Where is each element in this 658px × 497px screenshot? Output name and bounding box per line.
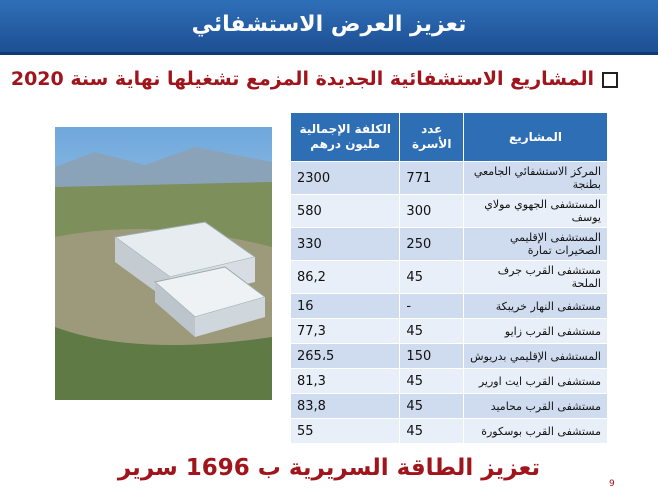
project-cell: مستشفى القرب بوسكورة <box>463 418 608 444</box>
number-cell: 300 <box>399 194 465 228</box>
projects-table: المشاريع عدد الأسرة الكلفة الإجمالية مليون د… <box>289 112 608 444</box>
table-row: مستشفى القرب محاميد 45 83,8 <box>289 393 608 419</box>
number-cell: 150 <box>399 343 465 369</box>
number-cell: 2300 <box>289 161 401 195</box>
header-text: مليون درهم <box>310 137 381 151</box>
number-cell: 16 <box>289 293 401 319</box>
subtitle-line: المشاريع الاستشفائية الجديدة المزمع تشغي… <box>11 68 618 90</box>
project-cell: مستشفى القرب محاميد <box>463 393 608 419</box>
number-cell: 45 <box>399 368 465 394</box>
project-cell: مستشفى القرب جرف الملحة <box>463 260 608 294</box>
table-row: مستشفى النهار خريبكة -16 <box>289 293 608 319</box>
checkbox-bullet <box>602 71 618 88</box>
number-cell: 77,3 <box>289 318 401 344</box>
column-header: المشاريع <box>463 112 608 162</box>
table-row: المستشفى الإقليمي بدريوش 150 265،5 <box>289 343 608 369</box>
number-cell: 45 <box>399 260 465 294</box>
number-cell: 771 <box>399 161 465 195</box>
header-text: عدد <box>421 122 443 136</box>
number-cell: 250 <box>399 227 465 261</box>
project-cell: المستشفى الإقليمي بدريوش <box>463 343 608 369</box>
column-header: عدد الأسرة <box>399 112 465 162</box>
header-bar: تعزيز العرض الاستشفائي <box>0 0 658 55</box>
header-text: الكلفة الإجمالية <box>299 122 391 136</box>
number-cell: - <box>399 293 465 319</box>
footer: تعزيز الطاقة السريرية ب 1696 سرير <box>117 455 541 481</box>
number-cell: 81,3 <box>289 368 401 394</box>
header-text: المشاريع <box>509 129 563 144</box>
project-cell: المستشفى الجهوي مولاي يوسف <box>463 194 608 228</box>
table-row: المستشفى الإقليمي الصخيرات تمارة 250 330 <box>289 227 608 261</box>
number-cell: 580 <box>289 194 401 228</box>
table-row: مستشفى القرب زايو 45 77,3 <box>289 318 608 344</box>
number-cell: 265،5 <box>289 343 401 369</box>
table-row: مستشفى القرب جرف الملحة 45 86,2 <box>289 260 608 294</box>
project-cell: المركز الاستشفائي الجامعي بطنجة <box>463 161 608 195</box>
subtitle: المشاريع الاستشفائية الجديدة المزمع تشغي… <box>10 68 594 90</box>
table-row: مستشفى القرب ايت اورير 45 81,3 <box>289 368 608 394</box>
header-text: الأسرة <box>412 137 452 151</box>
number-cell: 45 <box>399 418 465 444</box>
number-cell: 45 <box>399 393 465 419</box>
page-number: 9 <box>609 479 615 489</box>
title: تعزيز العرض الاستشفائي <box>191 12 467 37</box>
hospital-photo <box>55 127 272 400</box>
number-cell: 86,2 <box>289 260 401 294</box>
number-cell: 83,8 <box>289 393 401 419</box>
number-cell: 330 <box>289 227 401 261</box>
column-header: الكلفة الإجمالية مليون درهم <box>289 112 401 162</box>
project-cell: مستشفى القرب زايو <box>463 318 608 344</box>
table-row: المستشفى الجهوي مولاي يوسف 300 580 <box>289 194 608 228</box>
project-cell: مستشفى القرب ايت اورير <box>463 368 608 394</box>
project-cell: مستشفى النهار خريبكة <box>463 293 608 319</box>
project-cell: المستشفى الإقليمي الصخيرات تمارة <box>463 227 608 261</box>
number-cell: 45 <box>399 318 465 344</box>
table-row: المركز الاستشفائي الجامعي بطنجة 771 2300 <box>289 161 608 195</box>
number-cell: 55 <box>289 418 401 444</box>
table-row: مستشفى القرب بوسكورة 45 55 <box>289 418 608 444</box>
